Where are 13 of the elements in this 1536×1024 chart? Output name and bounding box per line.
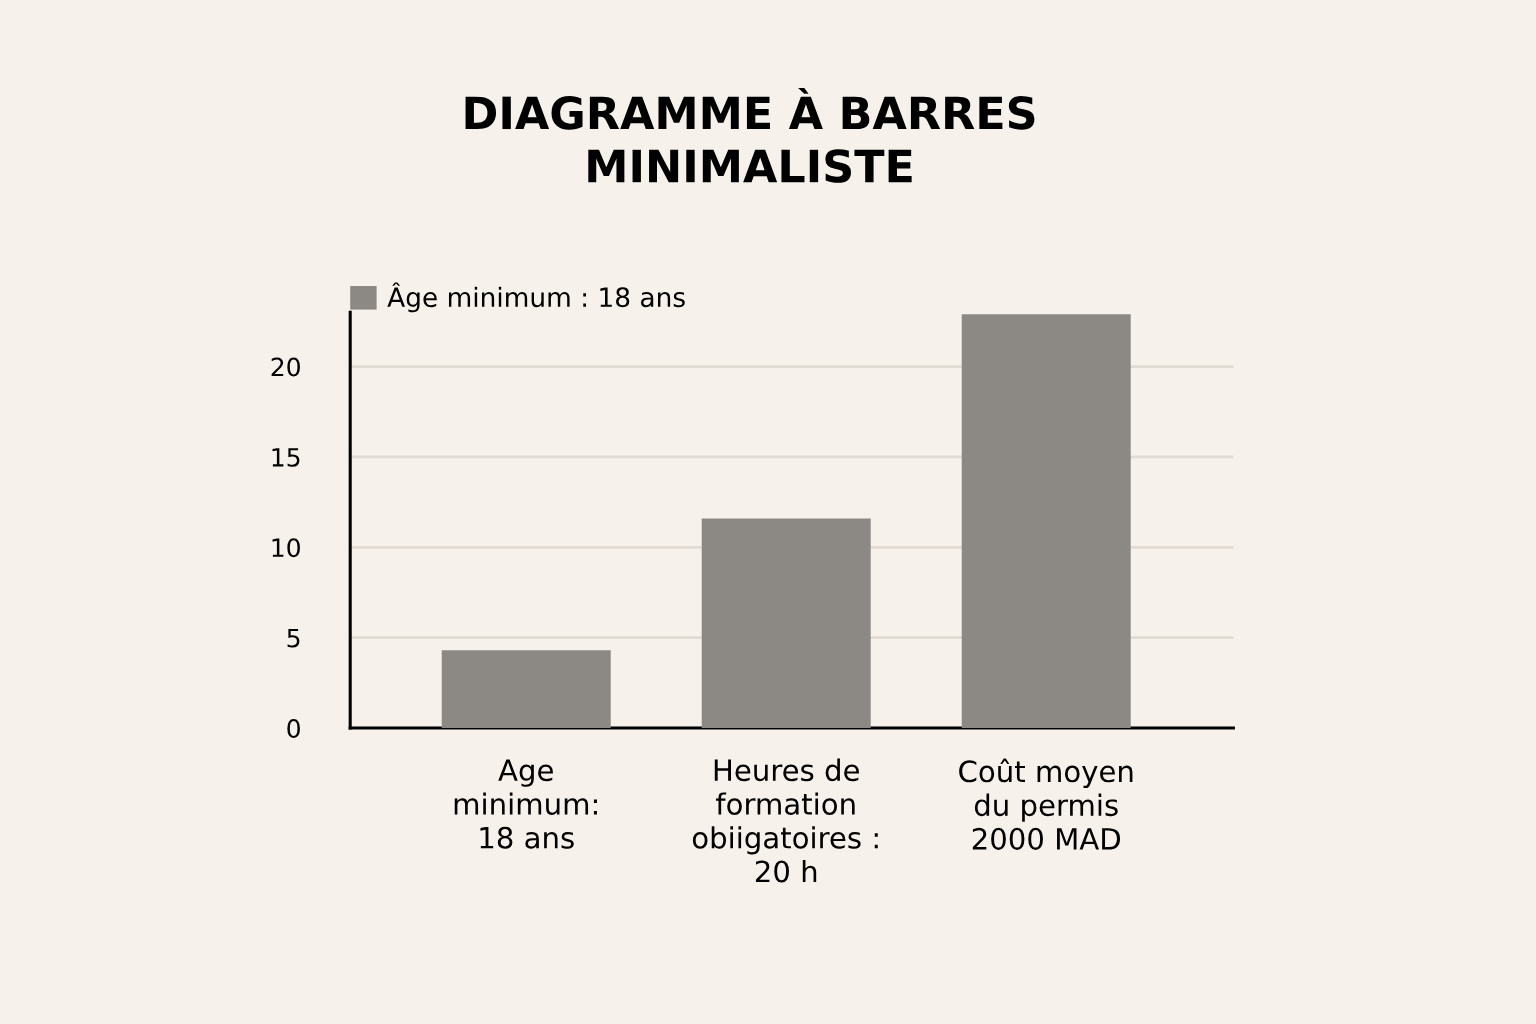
x-tick-label: Coût moyen du permis 2000 MAD (959, 758, 1133, 850)
bar (701, 518, 871, 729)
y-tick-label: 10 (272, 538, 300, 558)
bar (441, 650, 611, 729)
chart-title: DIAGRAMME À BARRES MINIMALISTE (465, 87, 1035, 183)
y-tick-label: 15 (272, 448, 300, 467)
y-tick-label: 20 (271, 357, 300, 377)
legend-label: Âge minimum : 18 ans (387, 282, 685, 313)
x-tick-label: Age minimum: 18 ans (454, 759, 597, 849)
y-tick-label: 0 (287, 719, 300, 738)
y-tick-label: 5 (287, 628, 300, 648)
bar (961, 314, 1131, 729)
x-tick-label: Heures de formation obiigatoires : 20 h (692, 758, 878, 883)
